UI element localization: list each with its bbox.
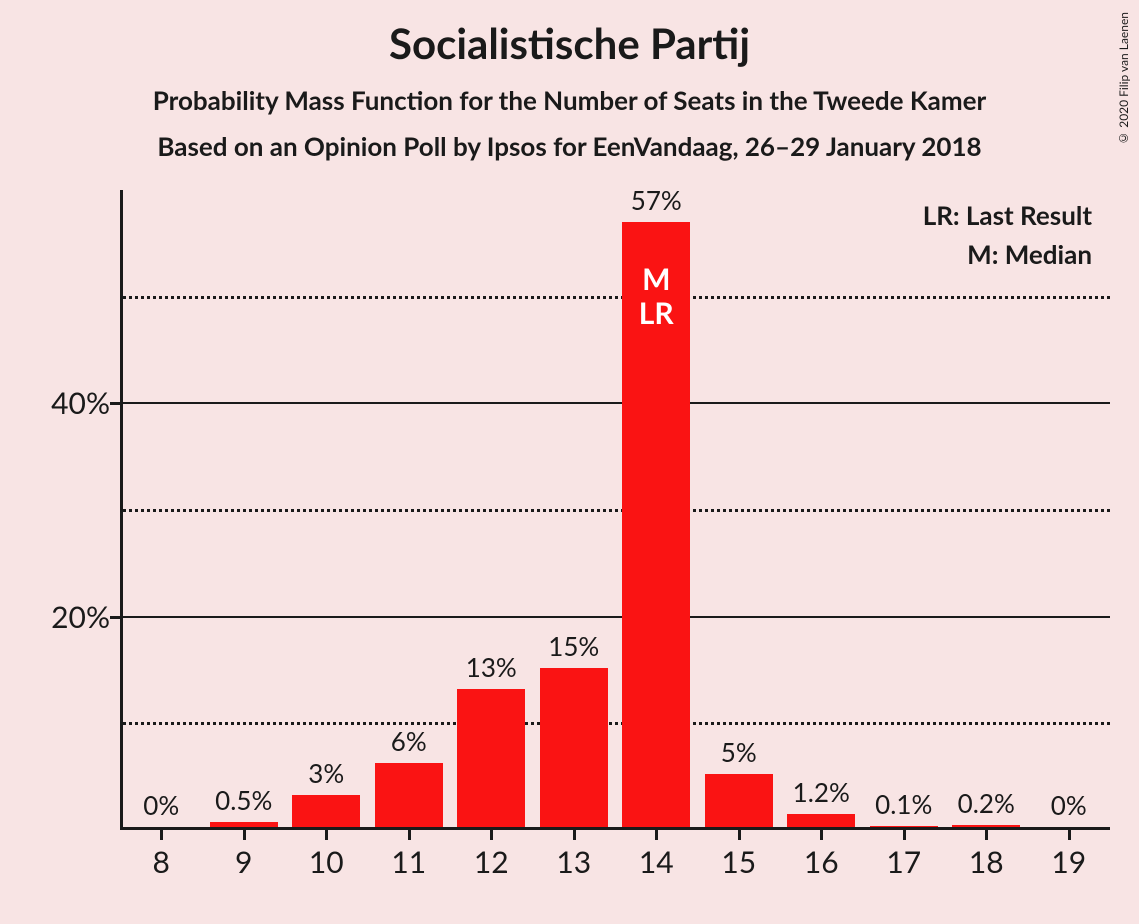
- x-tick-label: 15: [721, 844, 756, 880]
- y-tick-label: 20%: [51, 599, 110, 635]
- x-tick: [985, 830, 988, 840]
- x-tick-label: 8: [153, 844, 170, 880]
- bar: [540, 668, 608, 827]
- bar-value-label: 0.2%: [958, 787, 1015, 819]
- bar-value-label: 0%: [143, 789, 179, 821]
- x-tick: [1068, 830, 1071, 840]
- x-tick: [820, 830, 823, 840]
- x-tick: [243, 830, 246, 840]
- gridline-minor: [123, 722, 1110, 725]
- x-tick: [490, 830, 493, 840]
- gridline-major: [123, 616, 1110, 618]
- x-tick: [655, 830, 658, 840]
- bar-value-label: 1.2%: [793, 776, 850, 808]
- legend-lr: LR: Last Result: [923, 196, 1092, 235]
- x-tick: [325, 830, 328, 840]
- chart-subtitle-2: Based on an Opinion Poll by Ipsos for Ee…: [0, 130, 1139, 162]
- chart-subtitle-1: Probability Mass Function for the Number…: [0, 84, 1139, 116]
- gridline-minor: [123, 509, 1110, 512]
- bar-marker-label: MLR: [639, 262, 674, 331]
- x-tick-label: 9: [235, 844, 252, 880]
- x-tick: [160, 830, 163, 840]
- x-axis-line: [120, 827, 1110, 830]
- x-tick-label: 16: [804, 844, 839, 880]
- bar: [292, 795, 360, 827]
- bar-value-label: 6%: [391, 725, 427, 757]
- legend-m: M: Median: [923, 235, 1092, 274]
- bar: [457, 689, 525, 827]
- x-tick: [573, 830, 576, 840]
- bar-value-label: 15%: [548, 630, 599, 662]
- copyright-text: © 2020 Filip van Laenen: [1116, 12, 1131, 146]
- bar-value-label: 3%: [308, 757, 344, 789]
- x-tick-label: 14: [639, 844, 674, 880]
- x-tick-label: 10: [309, 844, 344, 880]
- x-tick: [738, 830, 741, 840]
- bar: [952, 825, 1020, 827]
- bar-value-label: 5%: [721, 736, 757, 768]
- legend: LR: Last Result M: Median: [923, 196, 1092, 274]
- bar-value-label: 57%: [631, 184, 682, 216]
- x-tick-label: 13: [556, 844, 591, 880]
- bar: [210, 822, 278, 827]
- chart-plot-area: LR: Last Result M: Median 20%40% 8910111…: [120, 190, 1110, 830]
- y-tick: [110, 616, 120, 619]
- x-tick-label: 18: [969, 844, 1004, 880]
- x-tick-label: 17: [886, 844, 921, 880]
- bar: [705, 774, 773, 827]
- y-tick-label: 40%: [51, 385, 110, 421]
- bar-value-label: 0%: [1051, 789, 1087, 821]
- bar-value-label: 0.1%: [875, 788, 932, 820]
- x-tick-label: 19: [1051, 844, 1086, 880]
- x-tick-label: 11: [391, 844, 426, 880]
- x-tick: [408, 830, 411, 840]
- bar: [787, 814, 855, 827]
- bar: [375, 763, 443, 827]
- y-tick: [110, 402, 120, 405]
- bar-value-label: 13%: [466, 651, 517, 683]
- bar-value-label: 0.5%: [215, 784, 272, 816]
- gridline-minor: [123, 296, 1110, 299]
- gridline-major: [123, 402, 1110, 404]
- bar: [870, 826, 938, 827]
- chart-title: Socialistische Partij: [0, 0, 1139, 68]
- x-tick-label: 12: [474, 844, 509, 880]
- x-tick: [903, 830, 906, 840]
